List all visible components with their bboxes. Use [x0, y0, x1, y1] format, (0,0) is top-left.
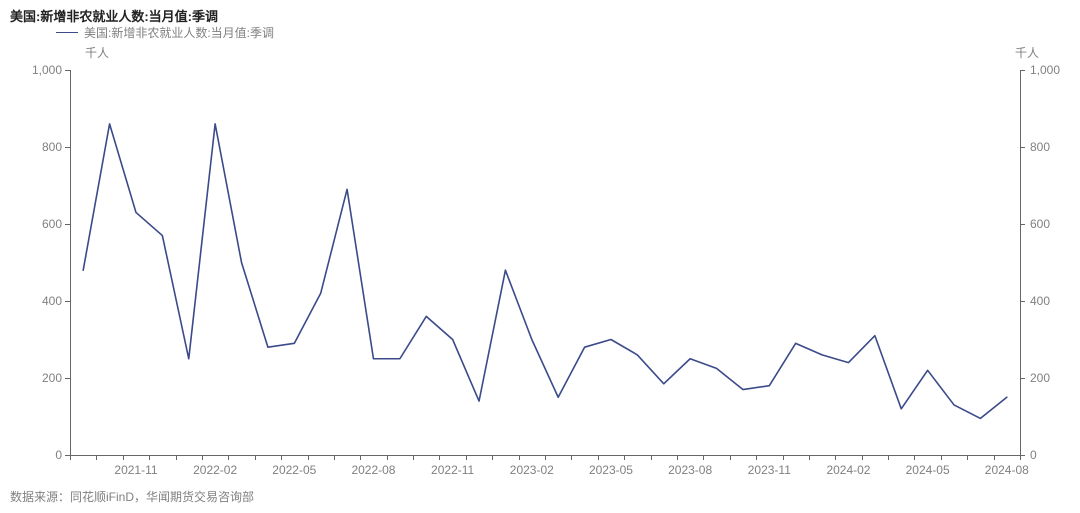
x-tick	[677, 455, 678, 460]
y-tick-label-right: 600	[1030, 217, 1080, 231]
y-tick-label-right: 800	[1030, 140, 1080, 154]
x-tick-label: 2022-05	[272, 463, 316, 477]
x-tick	[571, 455, 572, 460]
x-tick	[123, 455, 124, 460]
legend-label: 美国:新增非农就业人数:当月值:季调	[84, 24, 274, 41]
chart-title: 美国:新增非农就业人数:当月值:季调	[10, 6, 218, 25]
x-tick	[730, 455, 731, 460]
x-tick	[202, 455, 203, 460]
y-tick-left	[65, 224, 70, 225]
y-tick-label-left: 400	[20, 294, 62, 308]
legend-swatch	[56, 32, 78, 33]
line-svg	[70, 70, 1020, 455]
y-axis-left	[70, 70, 71, 455]
x-tick	[941, 455, 942, 460]
y-tick-label-right: 400	[1030, 294, 1080, 308]
y-tick-left	[65, 70, 70, 71]
x-tick-label: 2021-11	[114, 463, 157, 477]
x-tick	[914, 455, 915, 460]
chart-container: 美国:新增非农就业人数:当月值:季调 美国:新增非农就业人数:当月值:季调 千人…	[0, 0, 1080, 513]
y-axis-unit-left: 千人	[85, 44, 109, 61]
x-tick	[809, 455, 810, 460]
y-tick-left	[65, 301, 70, 302]
y-tick-label-left: 200	[20, 371, 62, 385]
x-tick	[783, 455, 784, 460]
y-tick-right	[1020, 224, 1025, 225]
y-axis-unit-right: 千人	[1015, 44, 1039, 61]
y-tick-right	[1020, 378, 1025, 379]
x-tick	[835, 455, 836, 460]
x-tick	[862, 455, 863, 460]
x-tick	[334, 455, 335, 460]
x-tick	[96, 455, 97, 460]
x-tick-label: 2024-02	[826, 463, 870, 477]
y-tick-left	[65, 378, 70, 379]
x-tick-label: 2023-05	[589, 463, 633, 477]
x-tick	[255, 455, 256, 460]
x-tick	[281, 455, 282, 460]
y-tick-label-right: 1,000	[1030, 63, 1080, 77]
chart-title-text: 美国:新增非农就业人数:当月值:季调	[10, 9, 218, 24]
y-tick-right	[1020, 70, 1025, 71]
x-tick	[598, 455, 599, 460]
x-tick-label: 2022-11	[431, 463, 474, 477]
data-source: 数据来源：同花顺iFinD，华闻期货交易咨询部	[10, 488, 254, 505]
x-tick	[519, 455, 520, 460]
x-tick-label: 2023-02	[510, 463, 554, 477]
y-tick-right	[1020, 301, 1025, 302]
unit-right-text: 千人	[1015, 46, 1039, 60]
x-tick	[439, 455, 440, 460]
x-tick	[967, 455, 968, 460]
x-tick-label: 2024-08	[985, 463, 1029, 477]
x-tick	[651, 455, 652, 460]
x-tick	[492, 455, 493, 460]
x-tick	[1020, 455, 1021, 460]
x-tick-label: 2022-08	[351, 463, 395, 477]
y-tick-label-left: 1,000	[20, 63, 62, 77]
y-tick-left	[65, 147, 70, 148]
data-source-text: 数据来源：同花顺iFinD，华闻期货交易咨询部	[10, 490, 254, 504]
data-line	[83, 124, 1007, 419]
y-tick-right	[1020, 147, 1025, 148]
y-tick-label-left: 600	[20, 217, 62, 231]
x-tick	[888, 455, 889, 460]
unit-left-text: 千人	[85, 46, 109, 60]
x-tick	[387, 455, 388, 460]
y-axis-right	[1020, 70, 1021, 455]
x-tick	[703, 455, 704, 460]
x-tick	[176, 455, 177, 460]
x-tick	[413, 455, 414, 460]
x-tick	[756, 455, 757, 460]
x-tick	[308, 455, 309, 460]
x-tick-label: 2023-08	[668, 463, 712, 477]
x-tick	[466, 455, 467, 460]
y-tick-label-left: 800	[20, 140, 62, 154]
y-tick-label-right: 200	[1030, 371, 1080, 385]
x-tick	[994, 455, 995, 460]
x-tick	[149, 455, 150, 460]
plot-area	[70, 70, 1020, 455]
x-tick-label: 2024-05	[906, 463, 950, 477]
y-tick-label-left: 0	[20, 448, 62, 462]
legend: 美国:新增非农就业人数:当月值:季调	[56, 24, 274, 41]
x-tick-label: 2023-11	[748, 463, 791, 477]
x-tick	[228, 455, 229, 460]
x-tick	[70, 455, 71, 460]
x-tick-label: 2022-02	[193, 463, 237, 477]
x-tick	[624, 455, 625, 460]
x-tick	[545, 455, 546, 460]
y-tick-label-right: 0	[1030, 448, 1080, 462]
x-tick	[360, 455, 361, 460]
